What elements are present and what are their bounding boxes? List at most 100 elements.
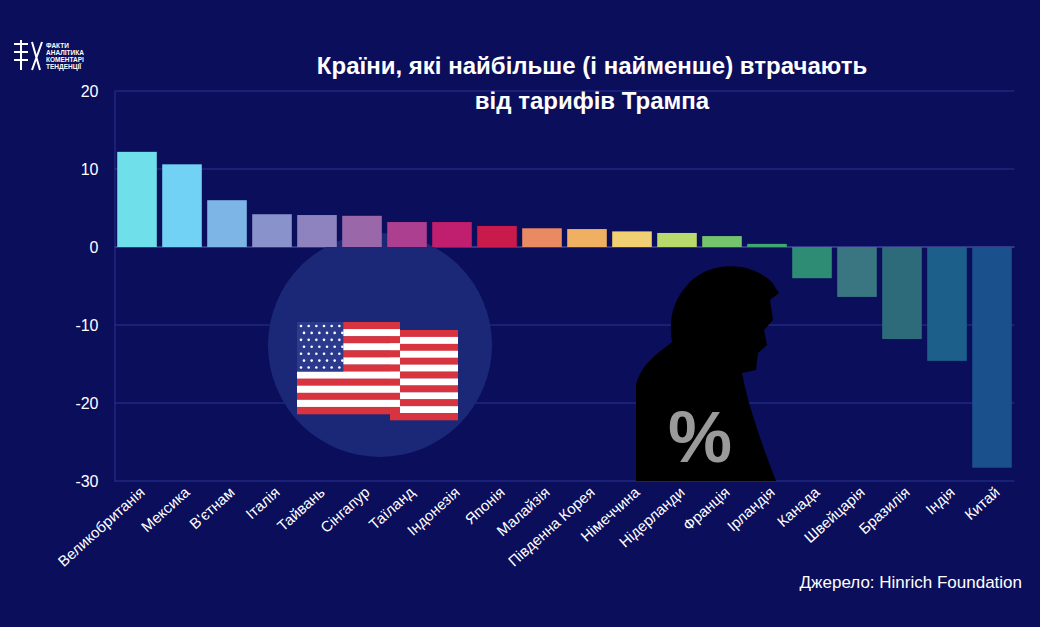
flag-stripe [297,372,400,379]
flag-star [338,339,341,342]
y-tick-label: 0 [90,239,99,256]
flag-star [330,352,333,355]
bar [927,247,967,361]
x-tick-label: В'єтнам [186,483,238,532]
y-tick-label: -10 [75,317,98,334]
bar [612,231,652,247]
silhouette-percent: % [668,397,732,477]
flag-star [333,345,336,348]
grid-line [115,325,1015,326]
title: Країни, які найбільше (і найменше) втрач… [317,52,867,114]
y-tick: -10 [75,317,114,334]
flag-stripe [390,413,458,420]
flag-star [307,366,310,369]
flag-stripe [390,344,458,351]
flag-stripe [390,358,458,365]
flag-stripe [297,400,400,407]
title-line: Країни, які найбільше (і найменше) втрач… [317,52,867,79]
flag-star [303,345,306,348]
x-tick: Бразилія [855,481,912,537]
flag-star [300,339,303,342]
bar [657,233,697,247]
flag-stripe [390,330,458,337]
flag-star [338,366,341,369]
flag-star [341,345,344,348]
bar [837,247,877,297]
flag-star [341,332,344,335]
flag-star [307,352,310,355]
flag-star [300,366,303,369]
flag-stripe [297,393,400,400]
x-tick-label: Китай [961,483,1003,523]
flag-star [323,325,326,328]
flag-star [303,359,306,362]
x-tick-label: Сінгапур [317,483,373,536]
x-tick-label: Нідерланди [616,483,688,550]
y-tick: 0 [90,239,115,256]
flag-star [326,345,329,348]
y-tick: 20 [81,83,115,100]
flag-star [326,332,329,335]
bar [567,229,607,247]
x-tick: Індонезія [404,481,463,539]
x-tick: Ірландія [724,481,778,534]
x-tick: Нідерланди [616,481,688,551]
y-tick-label: -20 [75,395,98,412]
logo-text: ФАКТИ [46,42,69,49]
flag-star [310,359,313,362]
logo-text: КОМЕНТАРІ [46,56,84,63]
flag-stripe [390,378,458,385]
y-tick: -30 [75,473,114,490]
flag-stripe [390,399,458,406]
background [0,0,1040,627]
x-tick: Великобританія [54,481,147,570]
flag-stripe [297,379,400,386]
y-tick-label: -30 [75,473,98,490]
bars [117,152,1012,468]
flag-stripe [390,385,458,392]
logo: ФАКТИАНАЛІТИКАКОМЕНТАРІТЕНДЕНЦІЇ [14,40,84,71]
x-tick-label: Індонезія [404,483,463,539]
flag-star [338,325,341,328]
bar [252,214,292,247]
x-tick-label: Франція [679,483,732,533]
flag-star [333,359,336,362]
flag-star [323,352,326,355]
flag-star [318,345,321,348]
bar [972,247,1012,468]
x-tick: В'єтнам [186,481,238,532]
bar [477,226,517,247]
y-tick: 10 [81,161,115,178]
flag-star [307,325,310,328]
flag-back [390,330,458,420]
x-tick-label: Мексика [138,483,194,535]
x-tick: Китай [961,481,1003,523]
bar [387,222,427,247]
flag-stripe [297,386,400,393]
x-axis: ВеликобританіяМексикаВ'єтнамІталіяТайван… [54,481,1002,570]
x-tick-label: Великобританія [54,483,147,569]
flag-stripe [390,365,458,372]
x-tick: Швейцарія [801,481,868,546]
x-tick: Франція [679,481,732,534]
bar [432,222,472,247]
x-tick: Мексика [138,481,194,535]
bar [882,247,922,339]
flag-canton [297,322,343,372]
flag-star [330,339,333,342]
y-axis-line [115,92,116,482]
flag-star [315,339,318,342]
y-tick: -20 [75,395,114,412]
title-line: від тарифів Трампа [475,87,710,114]
flag-stripe [390,392,458,399]
flag-star [300,352,303,355]
bar [342,216,382,247]
logo-text: ТЕНДЕНЦІЇ [46,63,81,71]
flag-stripe [390,351,458,358]
grid-line [115,247,1015,248]
bar [162,164,202,247]
flag-star [330,366,333,369]
y-axis: -30 -20 -10 0 10 20 [75,83,115,490]
x-tick: Індія [922,481,958,518]
chart: -30-20-1001020%ВеликобританіяМексикаВ'єт… [0,0,1040,627]
